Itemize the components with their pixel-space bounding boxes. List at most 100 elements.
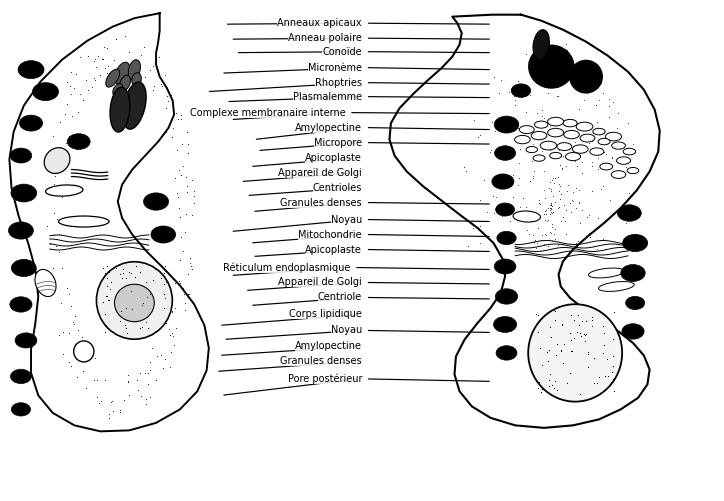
Ellipse shape [114, 284, 154, 322]
Text: Réticulum endoplasmique: Réticulum endoplasmique [223, 262, 350, 273]
Ellipse shape [627, 167, 639, 174]
Circle shape [626, 297, 644, 310]
Text: Appareil de Golgi: Appareil de Golgi [278, 278, 362, 288]
Circle shape [622, 324, 644, 339]
Ellipse shape [576, 122, 593, 131]
Ellipse shape [550, 152, 562, 159]
Text: Mitochondrie: Mitochondrie [298, 229, 362, 239]
Text: Noyau: Noyau [331, 326, 362, 336]
Ellipse shape [593, 128, 605, 135]
Ellipse shape [46, 185, 83, 196]
Ellipse shape [612, 142, 626, 149]
Circle shape [12, 260, 36, 277]
Circle shape [12, 403, 30, 416]
Ellipse shape [599, 282, 634, 292]
Ellipse shape [122, 82, 146, 129]
Ellipse shape [513, 211, 540, 222]
Text: Micropore: Micropore [314, 138, 362, 148]
Text: Apicoplaste: Apicoplaste [305, 153, 362, 162]
Ellipse shape [529, 46, 573, 88]
Circle shape [33, 83, 59, 101]
Ellipse shape [529, 304, 622, 402]
Ellipse shape [515, 135, 530, 144]
Ellipse shape [59, 216, 109, 227]
Ellipse shape [533, 155, 545, 161]
Ellipse shape [617, 157, 631, 164]
Ellipse shape [564, 130, 579, 139]
Text: Amylopectine: Amylopectine [295, 123, 362, 133]
Ellipse shape [605, 132, 621, 141]
Ellipse shape [565, 152, 581, 161]
Text: Corps lipidique: Corps lipidique [289, 310, 362, 320]
Ellipse shape [110, 87, 130, 132]
Circle shape [18, 61, 44, 79]
Ellipse shape [533, 30, 550, 60]
Ellipse shape [96, 262, 172, 339]
Ellipse shape [534, 121, 548, 128]
Text: Plasmalemme: Plasmalemme [293, 92, 362, 102]
Circle shape [496, 203, 515, 216]
Ellipse shape [519, 126, 534, 134]
Circle shape [496, 346, 517, 360]
Text: Anneaux apicaux: Anneaux apicaux [277, 18, 362, 28]
Circle shape [623, 234, 648, 252]
Text: Apicoplaste: Apicoplaste [305, 244, 362, 255]
Circle shape [10, 148, 32, 163]
Ellipse shape [119, 75, 130, 91]
Circle shape [494, 259, 516, 274]
Text: Centriole: Centriole [318, 293, 362, 303]
Text: Conoïde: Conoïde [322, 47, 362, 57]
Ellipse shape [113, 84, 123, 96]
Circle shape [11, 184, 37, 202]
Ellipse shape [600, 163, 613, 170]
Circle shape [494, 317, 517, 333]
Ellipse shape [35, 270, 56, 297]
Text: Noyau: Noyau [331, 214, 362, 224]
Ellipse shape [547, 117, 564, 126]
Circle shape [11, 369, 31, 384]
Circle shape [620, 265, 645, 282]
Text: Pore postérieur: Pore postérieur [287, 374, 362, 384]
Circle shape [618, 205, 641, 221]
Circle shape [10, 297, 32, 312]
Circle shape [151, 226, 176, 243]
Circle shape [67, 134, 90, 149]
Circle shape [494, 146, 515, 160]
Ellipse shape [570, 61, 602, 93]
Circle shape [494, 116, 519, 133]
Text: Granules denses: Granules denses [280, 356, 362, 366]
Ellipse shape [132, 73, 141, 87]
Text: Granules denses: Granules denses [280, 197, 362, 207]
Ellipse shape [540, 141, 557, 150]
Circle shape [511, 84, 531, 97]
Circle shape [495, 289, 518, 304]
Circle shape [492, 174, 514, 189]
Ellipse shape [623, 148, 636, 155]
Text: Anneau polaire: Anneau polaire [288, 33, 362, 43]
Ellipse shape [598, 138, 610, 145]
Ellipse shape [563, 119, 577, 127]
Text: Complexe membranaire interne: Complexe membranaire interne [190, 108, 345, 118]
Text: Micronème: Micronème [308, 63, 362, 73]
Circle shape [20, 115, 43, 131]
Ellipse shape [611, 171, 626, 178]
Ellipse shape [531, 131, 547, 140]
Ellipse shape [74, 341, 94, 362]
Text: Centrioles: Centrioles [313, 182, 362, 192]
Text: Appareil de Golgi: Appareil de Golgi [278, 167, 362, 177]
Ellipse shape [589, 268, 624, 278]
Ellipse shape [580, 134, 595, 142]
Circle shape [9, 222, 33, 239]
Ellipse shape [114, 62, 130, 84]
Ellipse shape [557, 143, 572, 150]
Ellipse shape [106, 69, 119, 87]
Ellipse shape [44, 148, 70, 173]
Ellipse shape [526, 146, 537, 153]
Circle shape [15, 333, 37, 348]
Ellipse shape [590, 148, 604, 155]
Text: Amylopectine: Amylopectine [295, 341, 362, 351]
Circle shape [143, 193, 169, 210]
Text: Rhoptries: Rhoptries [315, 78, 362, 88]
Circle shape [497, 231, 516, 244]
Ellipse shape [573, 145, 588, 153]
